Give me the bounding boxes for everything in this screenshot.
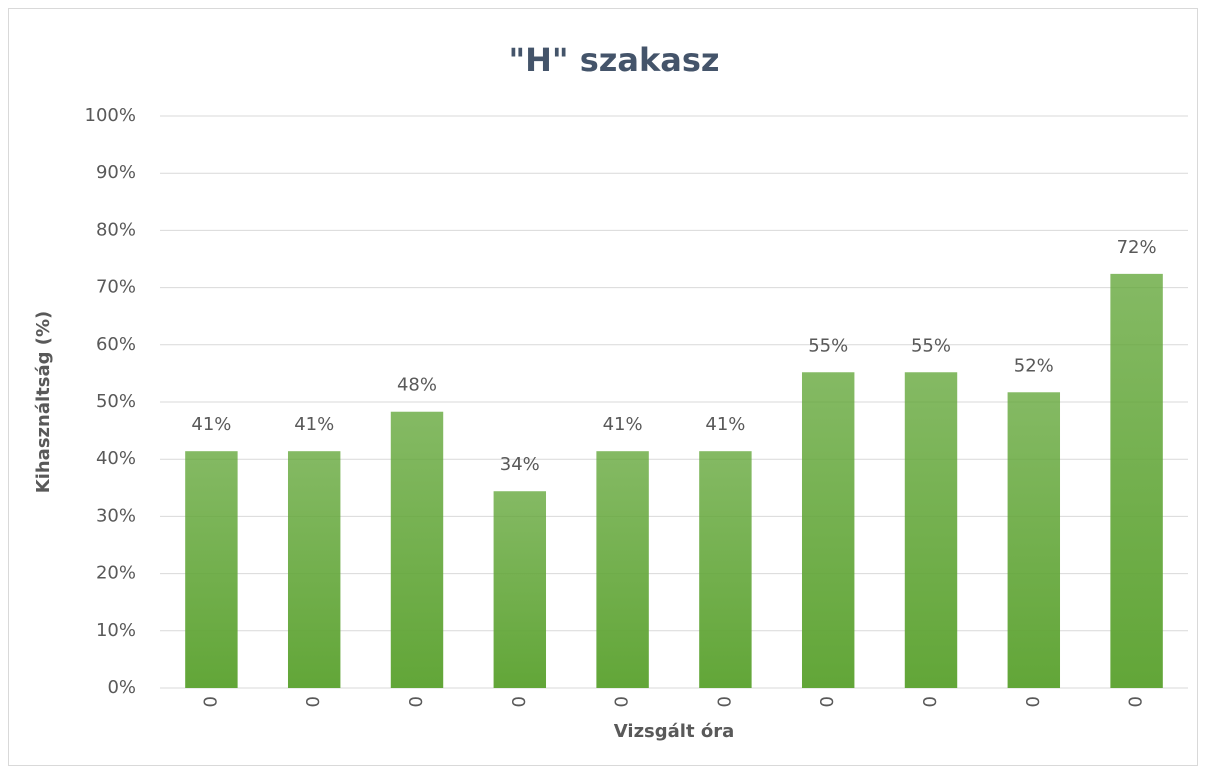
data-label: 34%	[500, 454, 540, 475]
chart-title: "H" szakasz	[508, 41, 719, 79]
y-tick-label: 0%	[107, 677, 136, 698]
bar	[801, 372, 855, 688]
data-label: 41%	[603, 414, 643, 435]
bar	[904, 372, 958, 688]
y-tick-label: 100%	[85, 105, 136, 126]
x-tick-label: 0	[920, 696, 941, 707]
x-tick-label: 0	[1126, 696, 1147, 707]
x-axis-title: Vizsgált óra	[614, 721, 734, 742]
x-tick-label: 0	[612, 696, 633, 707]
bar	[287, 451, 341, 688]
data-label: 55%	[911, 335, 951, 356]
y-tick-label: 20%	[96, 563, 136, 584]
x-tick-label: 0	[406, 696, 427, 707]
x-tick-label: 0	[714, 696, 735, 707]
x-tick-label: 0	[200, 696, 221, 707]
y-tick-label: 70%	[96, 277, 136, 298]
y-tick-label: 30%	[96, 505, 136, 526]
bar	[596, 451, 649, 688]
data-label: 41%	[705, 414, 745, 435]
y-tick-label: 10%	[96, 620, 136, 641]
y-tick-label: 40%	[96, 448, 136, 469]
data-label: 55%	[808, 335, 848, 356]
data-label: 41%	[294, 414, 334, 435]
x-tick-label: 0	[817, 696, 838, 707]
bar	[185, 451, 238, 688]
x-tick-label: 0	[303, 696, 324, 707]
data-label: 48%	[397, 375, 437, 396]
data-label: 52%	[1014, 355, 1054, 376]
y-tick-label: 50%	[96, 391, 136, 412]
bar	[390, 411, 444, 688]
bar	[1007, 392, 1061, 688]
data-label: 41%	[191, 414, 231, 435]
bar	[699, 451, 752, 688]
data-label: 72%	[1117, 237, 1157, 258]
x-tick-label: 0	[1023, 696, 1044, 707]
y-tick-label: 90%	[96, 162, 136, 183]
x-tick-label: 0	[509, 696, 530, 707]
y-tick-label: 60%	[96, 334, 136, 355]
y-tick-label: 80%	[96, 219, 136, 240]
y-axis-title: Kihasználtság (%)	[33, 311, 54, 494]
bar	[1110, 273, 1163, 688]
bar	[493, 491, 547, 688]
